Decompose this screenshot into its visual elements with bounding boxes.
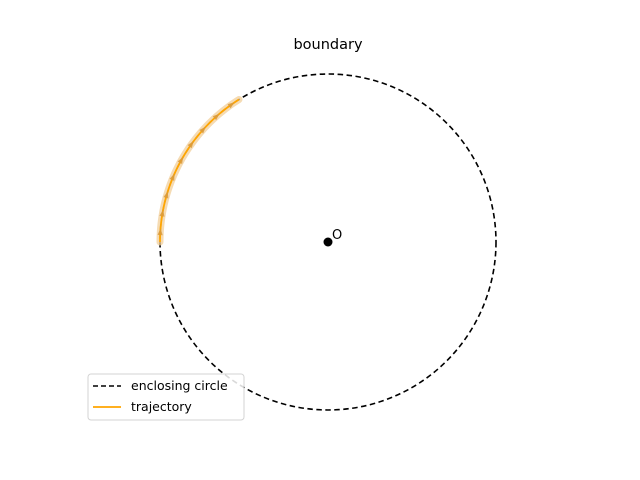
trajectory-arrow: [187, 141, 194, 149]
legend: enclosing circle trajectory: [87, 373, 245, 421]
enclosing-circle: [159, 73, 497, 411]
center-point: [323, 237, 333, 247]
trajectory-arrow: [157, 228, 163, 236]
trajectory-arrow: [177, 156, 184, 165]
trajectory-arrow: [212, 113, 220, 121]
trajectory-arrow: [159, 209, 165, 217]
trajectory-arrow: [227, 102, 235, 109]
center-label: O: [332, 228, 342, 243]
chart-title: boundary: [293, 37, 363, 53]
plot-area: [156, 73, 497, 411]
legend-frame: [87, 373, 245, 421]
trajectory-arrow: [163, 191, 169, 199]
trajectory-band: [156, 96, 243, 246]
legend-label-trajectory: trajectory: [131, 399, 192, 414]
legend-label-enclosing-circle: enclosing circle: [131, 378, 228, 393]
trajectory-arrow: [199, 126, 206, 134]
trajectory-line: [159, 98, 240, 243]
trajectory-arrow: [169, 173, 175, 181]
